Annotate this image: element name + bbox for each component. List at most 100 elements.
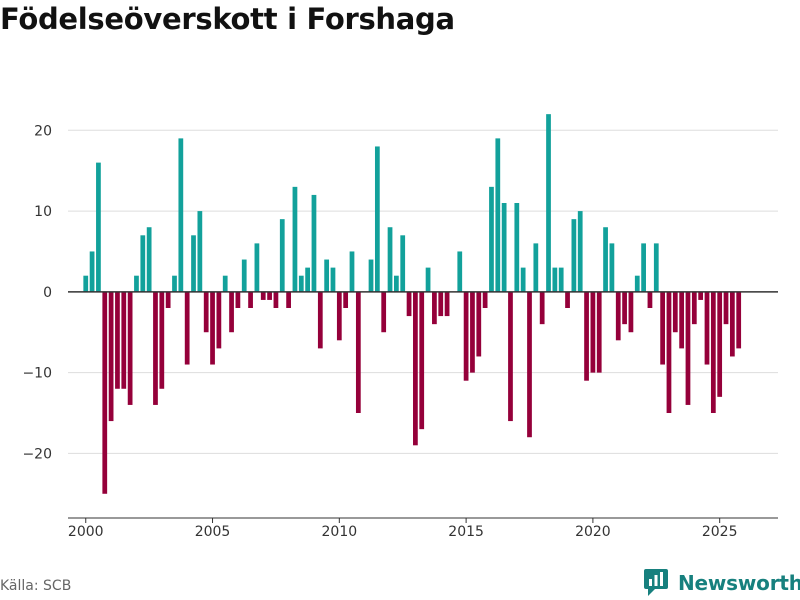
brand-logo[interactable]: Newsworthy (644, 569, 800, 597)
bar (102, 291, 108, 494)
bar (679, 291, 685, 349)
y-tick-label: 0 (43, 285, 52, 301)
bar (108, 291, 114, 422)
bar (615, 291, 621, 341)
bar (546, 114, 551, 292)
bar (660, 291, 665, 365)
bar (698, 291, 704, 300)
bar (463, 291, 469, 381)
bar (184, 291, 190, 365)
bar (489, 186, 494, 292)
bar (647, 291, 653, 308)
x-tick-label: 2025 (702, 524, 738, 540)
bar (311, 194, 317, 292)
chart-title: Födelseöverskott i Forshaga (0, 2, 455, 36)
bar (590, 291, 596, 373)
bar (235, 291, 241, 308)
bar (527, 291, 532, 438)
bar (609, 243, 615, 292)
bar (400, 235, 406, 292)
bar (577, 211, 583, 292)
bar (653, 243, 659, 292)
bar (470, 291, 475, 373)
bar (355, 291, 361, 413)
bar (381, 291, 387, 333)
bar (634, 275, 640, 292)
x-tick-label: 2015 (448, 524, 484, 540)
bar (260, 291, 266, 300)
bar (178, 138, 184, 292)
bar (83, 275, 89, 292)
bar (539, 291, 545, 325)
bar (115, 291, 120, 389)
bar (672, 291, 678, 333)
y-tick-label: −10 (22, 366, 52, 382)
bars (83, 114, 742, 494)
bar (565, 291, 570, 308)
bar (495, 138, 501, 292)
bar (324, 259, 330, 292)
bar (254, 243, 260, 292)
bar (229, 291, 234, 333)
bar (374, 146, 380, 292)
bar (134, 275, 139, 292)
bar (571, 219, 577, 292)
bar (717, 291, 723, 397)
bar (508, 291, 513, 422)
bar (210, 291, 215, 365)
bar (425, 267, 431, 292)
bar (330, 267, 336, 292)
bar (432, 291, 437, 325)
bar (584, 291, 589, 381)
bar (729, 291, 735, 357)
y-tick-label: −20 (22, 446, 52, 462)
bar (444, 291, 450, 317)
bar (203, 291, 209, 333)
bar (628, 291, 634, 333)
bar (298, 275, 304, 292)
bar (394, 275, 399, 292)
bar (520, 267, 526, 292)
bar (222, 275, 228, 292)
x-tick-label: 2000 (68, 524, 104, 540)
bar (317, 291, 323, 349)
bar (552, 267, 558, 292)
bar (292, 186, 298, 292)
bar (457, 251, 463, 292)
bar (691, 291, 697, 325)
bar (165, 291, 171, 308)
bar (419, 291, 425, 430)
y-tick-label: 10 (34, 204, 52, 220)
bar (279, 219, 285, 292)
bar (216, 291, 222, 349)
bar (603, 227, 608, 292)
bar (343, 291, 349, 308)
y-tick-label: 20 (34, 123, 52, 139)
bar (140, 235, 146, 292)
bar (723, 291, 729, 325)
bar (558, 267, 564, 292)
bar (248, 291, 253, 308)
bar (241, 259, 247, 292)
bar (159, 291, 165, 389)
bar (501, 203, 507, 292)
bar (153, 291, 158, 405)
bar (172, 275, 177, 292)
bar (336, 291, 342, 341)
bar (533, 243, 539, 292)
bar (413, 291, 418, 446)
bar (666, 291, 672, 413)
bar (96, 162, 101, 292)
bar (476, 291, 482, 357)
bar (89, 251, 95, 292)
x-tick-label: 2010 (322, 524, 358, 540)
bar (273, 291, 279, 308)
x-tick-label: 2005 (195, 524, 231, 540)
bar (641, 243, 646, 292)
bar (121, 291, 127, 389)
bar (286, 291, 291, 308)
source-note: Källa: SCB (0, 578, 72, 594)
bar (685, 291, 691, 405)
